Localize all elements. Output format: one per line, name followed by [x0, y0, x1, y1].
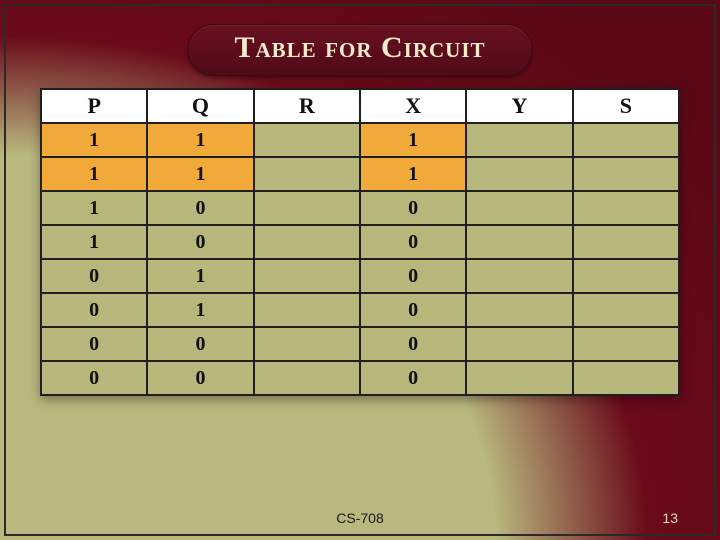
table-cell [573, 293, 679, 327]
table-cell [466, 361, 572, 395]
slide-content: Table for Circuit P Q R X Y S 1111111001… [0, 0, 720, 540]
table-row: 010 [41, 259, 679, 293]
table-cell: 0 [360, 225, 466, 259]
table-cell: 1 [41, 157, 147, 191]
table-cell [573, 191, 679, 225]
table-cell: 1 [147, 259, 253, 293]
table-cell: 0 [147, 225, 253, 259]
table-cell: 1 [147, 157, 253, 191]
table-cell [466, 225, 572, 259]
table-row: 111 [41, 123, 679, 157]
table-cell: 1 [41, 123, 147, 157]
table-cell: 0 [41, 259, 147, 293]
table-cell: 1 [147, 293, 253, 327]
table-cell [466, 123, 572, 157]
table-cell: 0 [360, 259, 466, 293]
table-cell: 0 [360, 191, 466, 225]
col-header: Q [147, 89, 253, 123]
table-cell: 0 [360, 327, 466, 361]
col-header: Y [466, 89, 572, 123]
table-cell: 1 [147, 123, 253, 157]
table-cell: 0 [147, 191, 253, 225]
table-row: 000 [41, 361, 679, 395]
table-cell [254, 293, 360, 327]
table-cell [254, 259, 360, 293]
table-cell: 0 [360, 293, 466, 327]
slide-title: Table for Circuit [187, 24, 532, 76]
table-header: P Q R X Y S [41, 89, 679, 123]
table-cell: 0 [41, 361, 147, 395]
table-cell: 0 [147, 327, 253, 361]
table-cell: 0 [147, 361, 253, 395]
table-cell [254, 191, 360, 225]
table-cell [466, 293, 572, 327]
table-cell: 0 [41, 327, 147, 361]
table-cell [254, 157, 360, 191]
col-header: R [254, 89, 360, 123]
table-cell [466, 191, 572, 225]
truth-table: P Q R X Y S 111111100100010010000000 [40, 88, 680, 396]
table-cell: 1 [41, 191, 147, 225]
table-cell [254, 361, 360, 395]
table-cell [466, 327, 572, 361]
table-cell: 0 [360, 361, 466, 395]
table-cell: 1 [360, 123, 466, 157]
table-row: 000 [41, 327, 679, 361]
footer-course-code: CS-708 [336, 510, 383, 526]
col-header: P [41, 89, 147, 123]
table-cell [254, 327, 360, 361]
table-cell [573, 327, 679, 361]
table-cell [466, 157, 572, 191]
col-header: X [360, 89, 466, 123]
table-cell [573, 225, 679, 259]
table-row: 100 [41, 191, 679, 225]
table-row: 100 [41, 225, 679, 259]
table-row: 111 [41, 157, 679, 191]
table-body: 111111100100010010000000 [41, 123, 679, 395]
table-cell: 0 [41, 293, 147, 327]
table-cell: 1 [360, 157, 466, 191]
table-cell [466, 259, 572, 293]
table-row: 010 [41, 293, 679, 327]
footer-page-number: 13 [662, 510, 678, 526]
col-header: S [573, 89, 679, 123]
table-cell [573, 361, 679, 395]
table-cell [254, 225, 360, 259]
table-cell [573, 259, 679, 293]
table-cell [573, 157, 679, 191]
table-cell [254, 123, 360, 157]
table-cell: 1 [41, 225, 147, 259]
table-cell [573, 123, 679, 157]
